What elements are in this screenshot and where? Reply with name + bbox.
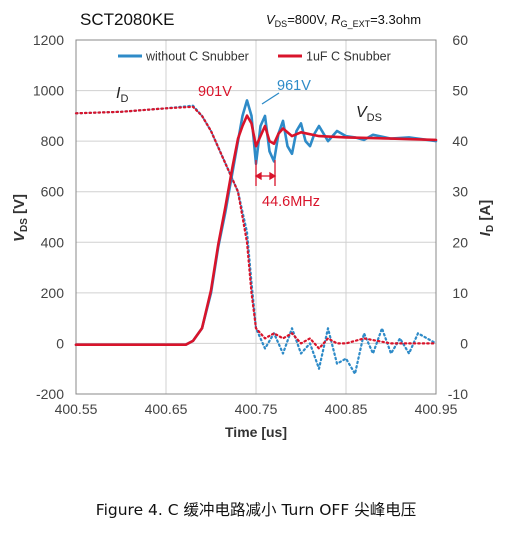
vds-curve-label: VDS <box>356 104 382 124</box>
annotation-44-6mhz: 44.6MHz <box>262 194 320 210</box>
y-right-tick-label-2: 10 <box>452 285 468 301</box>
x-tick-label-1: 400.65 <box>145 401 188 417</box>
chart-title: SCT2080KE <box>80 10 175 29</box>
y-right-tick-label-5: 40 <box>452 133 468 149</box>
y-right-tick-label-1: 0 <box>460 335 468 351</box>
x-tick-label-2: 400.75 <box>235 401 278 417</box>
x-axis-label: Time [us] <box>225 424 287 440</box>
series-line-3 <box>74 105 438 350</box>
legend-label-with-snubber: 1uF C Snubber <box>306 50 391 64</box>
y-right-tick-label-6: 50 <box>452 83 468 99</box>
y-right-tick-label-7: 60 <box>452 32 468 48</box>
y-left-tick-label-0: -200 <box>36 386 64 402</box>
legend: without C Snubber 1uF C Snubber <box>118 50 391 64</box>
x-tick-label-4: 400.95 <box>415 401 458 417</box>
y-right-tick-label-0: -10 <box>448 386 468 402</box>
figure-caption: Figure 4. C 缓冲电路减小 Turn OFF 尖峰电压 <box>95 501 417 519</box>
y-left-tick-label-1: 0 <box>56 335 64 351</box>
annotation-961v-arrow <box>261 92 280 105</box>
legend-label-without-snubber: without C Snubber <box>145 50 249 64</box>
x-tick-label-0: 400.55 <box>55 401 98 417</box>
y-left-axis-label: VDS [V] <box>11 194 30 242</box>
series-line-1 <box>74 114 438 347</box>
y-left-tick-label-6: 1000 <box>33 83 64 99</box>
period-marker <box>254 160 277 186</box>
chart-canvas: SCT2080KE VDS=800V, RG_EXT=3.3ohm withou… <box>11 10 496 440</box>
series-lines <box>74 99 438 375</box>
chart-subtitle: VDS=800V, RG_EXT=3.3ohm <box>266 12 421 29</box>
y-right-axis-label: ID [A] <box>477 200 496 236</box>
y-right-tick-label-3: 20 <box>452 234 468 250</box>
x-tick-label-3: 400.85 <box>325 401 368 417</box>
y-left-tick-label-7: 1200 <box>33 32 64 48</box>
plot-frame <box>75 39 437 395</box>
annotation-961v: 961V <box>277 78 311 94</box>
annotation-901v: 901V <box>198 84 232 100</box>
y-left-tick-label-3: 400 <box>41 234 65 250</box>
tick-labels: -200 0 200 400 600 800 1000 1200 -10 0 10 20 30 40 50 6… <box>33 32 468 417</box>
y-right-tick-label-4: 30 <box>452 184 468 200</box>
id-curve-label: ID <box>116 85 128 105</box>
series-line-2 <box>74 104 438 375</box>
y-left-tick-label-4: 600 <box>41 184 65 200</box>
y-left-tick-label-2: 200 <box>41 285 65 301</box>
y-left-tick-label-5: 800 <box>41 133 65 149</box>
